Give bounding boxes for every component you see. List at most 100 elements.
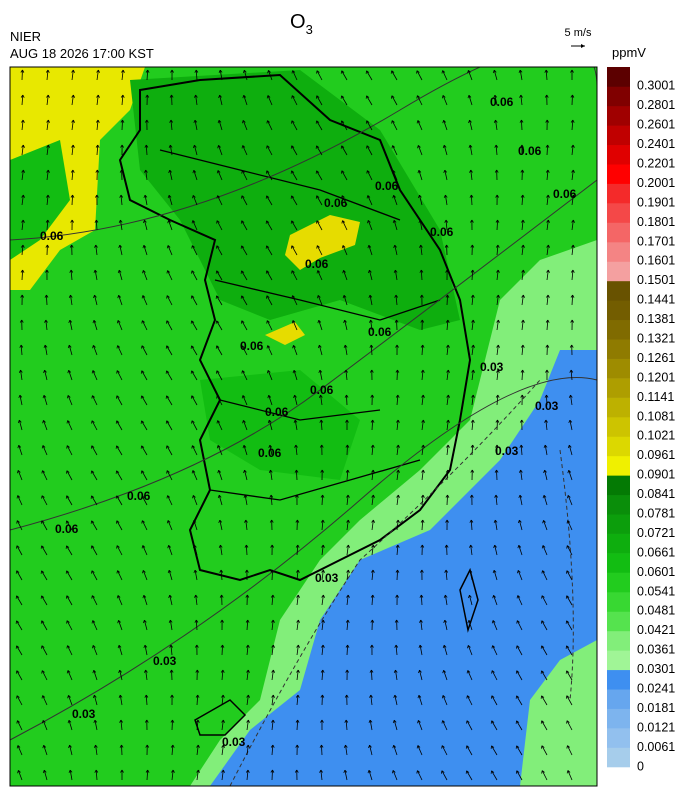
- colorbar-segment: [607, 320, 630, 340]
- colorbar-label: 0.1701: [637, 234, 675, 248]
- colorbar-segment: [607, 475, 630, 495]
- contour-label: 0.06: [324, 196, 348, 210]
- colorbar-segment: [607, 339, 630, 359]
- colorbar-segment: [607, 456, 630, 476]
- colorbar-segment: [607, 417, 630, 437]
- wind-reference-arrowhead: [581, 44, 585, 48]
- contour-label: 0.06: [553, 187, 577, 201]
- unit: ppmV: [612, 45, 646, 60]
- wind-arrow: [321, 745, 322, 755]
- colorbar-label: 0.0841: [637, 487, 675, 501]
- contour-label: 0.03: [222, 735, 246, 749]
- colorbar-label: 0: [637, 759, 644, 773]
- colorbar-label: 0.1381: [637, 312, 675, 326]
- colorbar-label: 0.0721: [637, 526, 675, 540]
- datetime: AUG 18 2026 17:00 KST: [10, 46, 154, 61]
- wind-arrow: [447, 495, 448, 505]
- colorbar-segment: [607, 728, 630, 748]
- colorbar-segment: [607, 631, 630, 651]
- colorbar-label: 0.1441: [637, 293, 675, 307]
- contour-label: 0.06: [265, 405, 289, 419]
- colorbar-segment: [607, 359, 630, 379]
- wind-arrow: [222, 645, 223, 655]
- colorbar-segment: [607, 650, 630, 670]
- contour-label: 0.06: [240, 339, 264, 353]
- colorbar-label: 0.3001: [637, 79, 675, 93]
- colorbar-segment: [607, 553, 630, 573]
- contour-label: 0.06: [368, 325, 392, 339]
- colorbar-segment: [607, 184, 630, 204]
- colorbar-segment: [607, 573, 630, 593]
- colorbar-segment: [607, 203, 630, 223]
- colorbar-label: 0.0061: [637, 740, 675, 754]
- contour-label: 0.03: [535, 399, 559, 413]
- map: 0.06 0.06 0.06 0.06 0.06 0.06 0.06 0.06 0.06 0.06…: [10, 45, 597, 786]
- wind-reference: 5 m/s: [565, 27, 592, 39]
- colorbar-segment: [607, 670, 630, 690]
- colorbar-label: 0.0661: [637, 545, 675, 559]
- colorbar-label: 0.1141: [637, 390, 674, 404]
- colorbar-segment: [607, 592, 630, 612]
- colorbar-segment: [607, 611, 630, 631]
- contour-label: 0.06: [490, 95, 514, 109]
- title-subscript: 3: [306, 22, 313, 37]
- colorbar-segment: [607, 748, 630, 768]
- wind-arrow: [346, 395, 347, 405]
- colorbar-segment: [607, 709, 630, 729]
- contour-label: 0.06: [305, 257, 329, 271]
- wind-arrow: [122, 120, 123, 130]
- contour-label: 0.03: [153, 654, 177, 668]
- wind-arrow: [496, 470, 497, 480]
- colorbar-segment: [607, 223, 630, 243]
- colorbar-segment: [607, 67, 630, 87]
- colorbar-label: 0.2201: [637, 157, 675, 171]
- colorbar-segment: [607, 281, 630, 301]
- colorbar-label: 0.2401: [637, 137, 675, 151]
- colorbar-label: 0.0181: [637, 701, 675, 715]
- colorbar-segment: [607, 164, 630, 184]
- colorbar-label: 0.0241: [637, 682, 675, 696]
- wind-arrow: [397, 370, 398, 380]
- colorbar-label: 0.0781: [637, 507, 675, 521]
- colorbar-segment: [607, 106, 630, 126]
- colorbar-segment: [607, 534, 630, 554]
- colorbar-label: 0.1201: [637, 370, 675, 384]
- colorbar-label: 0.1321: [637, 332, 675, 346]
- colorbar: 0 0.0061 0.0121 0.0181 0.0241 0.0301 0.0361 0.0…: [607, 67, 675, 773]
- colorbar-segment: [607, 125, 630, 145]
- colorbar-label: 0.2601: [637, 118, 675, 132]
- colorbar-segment: [607, 495, 630, 515]
- title-main: O: [290, 11, 306, 33]
- colorbar-label: 0.1501: [637, 273, 675, 287]
- colorbar-segment: [607, 300, 630, 320]
- colorbar-label: 0.2001: [637, 176, 675, 190]
- contour-label: 0.03: [315, 571, 339, 585]
- contour-label: 0.06: [40, 229, 64, 243]
- contour-label: 0.06: [430, 225, 454, 239]
- colorbar-label: 0.1601: [637, 254, 675, 268]
- contour-label: 0.06: [55, 522, 79, 536]
- colorbar-label: 0.2801: [637, 98, 675, 112]
- colorbar-label: 0.1081: [637, 409, 675, 423]
- colorbar-label: 0.0481: [637, 604, 675, 618]
- contour-label: 0.03: [480, 360, 504, 374]
- contour-label: 0.06: [258, 446, 282, 460]
- contour-label: 0.06: [127, 489, 151, 503]
- title: O3: [290, 11, 313, 37]
- wind-arrow: [172, 720, 173, 730]
- colorbar-segment: [607, 86, 630, 106]
- colorbar-label: 0.0121: [637, 720, 675, 734]
- colorbar-label: 0.0301: [637, 662, 675, 676]
- colorbar-label: 0.0361: [637, 643, 675, 657]
- colorbar-segment: [607, 514, 630, 534]
- colorbar-label: 0.1021: [637, 429, 675, 443]
- colorbar-segment: [607, 145, 630, 165]
- colorbar-segment: [607, 378, 630, 398]
- colorbar-label: 0.1261: [637, 351, 675, 365]
- colorbar-label: 0.0601: [637, 565, 675, 579]
- contour-label: 0.06: [518, 144, 542, 158]
- colorbar-label: 0.1801: [637, 215, 675, 229]
- colorbar-segment: [607, 436, 630, 456]
- colorbar-label: 0.0901: [637, 468, 675, 482]
